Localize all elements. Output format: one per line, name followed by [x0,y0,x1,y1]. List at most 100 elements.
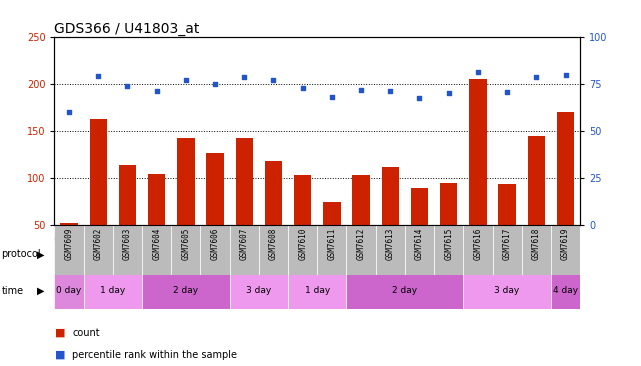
Text: GSM7613: GSM7613 [386,228,395,260]
Point [414,95,424,101]
Text: GSM7619: GSM7619 [561,228,570,260]
Text: GSM7602: GSM7602 [94,228,103,260]
FancyBboxPatch shape [551,273,580,309]
Text: ▶: ▶ [37,249,45,259]
Point [502,89,512,95]
Text: GDS366 / U41803_at: GDS366 / U41803_at [54,22,200,36]
Text: GSM7604: GSM7604 [152,228,161,260]
Point [64,109,74,115]
Text: 1 day: 1 day [100,287,126,295]
Text: GSM7617: GSM7617 [503,228,512,260]
FancyBboxPatch shape [463,225,492,274]
Bar [90,119,107,272]
Bar [323,202,340,272]
FancyBboxPatch shape [551,225,580,274]
Point [269,77,279,83]
Point [239,74,249,80]
FancyBboxPatch shape [84,236,288,273]
Point [473,70,483,75]
Text: 0 day: 0 day [56,287,81,295]
Bar [235,138,253,272]
Text: GSM7611: GSM7611 [328,228,337,260]
Bar [411,188,428,272]
Text: 1 day: 1 day [304,287,330,295]
Point [210,81,221,87]
Text: GSM7616: GSM7616 [474,228,483,260]
FancyBboxPatch shape [142,273,229,309]
Text: breast fed: breast fed [163,250,209,259]
Point [297,86,308,92]
Text: GSM7606: GSM7606 [211,228,220,260]
Bar [148,174,165,272]
Text: ▶: ▶ [37,286,45,296]
FancyBboxPatch shape [259,225,288,274]
Bar [265,161,282,272]
FancyBboxPatch shape [317,225,347,274]
Text: GSM7615: GSM7615 [444,228,453,260]
Point [444,90,454,96]
Point [356,87,366,93]
Text: GSM7612: GSM7612 [356,228,365,260]
Text: 2 day: 2 day [173,287,199,295]
Point [327,94,337,100]
FancyBboxPatch shape [376,225,405,274]
Text: GSM7614: GSM7614 [415,228,424,260]
Text: GSM7607: GSM7607 [240,228,249,260]
FancyBboxPatch shape [54,236,84,273]
Text: 3 day: 3 day [494,287,520,295]
FancyBboxPatch shape [84,273,142,309]
Text: formula fed and hypoxia: formula fed and hypoxia [379,250,490,259]
FancyBboxPatch shape [347,225,376,274]
Text: GSM7608: GSM7608 [269,228,278,260]
Point [151,88,162,94]
FancyBboxPatch shape [288,225,317,274]
Bar [206,153,224,272]
Bar [177,138,195,272]
Point [560,72,570,78]
FancyBboxPatch shape [434,225,463,274]
Text: ■: ■ [54,328,65,338]
Text: protocol: protocol [1,249,41,259]
Bar [381,167,399,272]
Bar [353,175,370,272]
FancyBboxPatch shape [288,273,347,309]
Text: ■: ■ [54,350,65,360]
FancyBboxPatch shape [113,225,142,274]
FancyBboxPatch shape [84,225,113,274]
Bar [60,223,78,272]
FancyBboxPatch shape [54,273,84,309]
FancyBboxPatch shape [171,225,201,274]
Bar [498,184,516,272]
FancyBboxPatch shape [201,225,229,274]
Bar [528,135,545,272]
FancyBboxPatch shape [229,273,288,309]
Text: GSM7603: GSM7603 [123,228,132,260]
FancyBboxPatch shape [229,225,259,274]
FancyBboxPatch shape [347,273,463,309]
Point [531,74,542,80]
FancyBboxPatch shape [492,225,522,274]
Bar [440,183,458,272]
Text: count: count [72,328,100,338]
FancyBboxPatch shape [405,225,434,274]
FancyBboxPatch shape [142,225,171,274]
FancyBboxPatch shape [288,236,580,273]
Bar [294,175,312,272]
Point [385,88,395,94]
FancyBboxPatch shape [463,273,551,309]
Text: 2 day: 2 day [392,287,417,295]
Text: percentile rank within the sample: percentile rank within the sample [72,350,237,360]
FancyBboxPatch shape [54,225,84,274]
Point [181,77,191,83]
Text: control
united
newbo
rn: control united newbo rn [53,235,85,273]
Point [93,73,103,79]
Bar [119,165,137,272]
Text: GSM7605: GSM7605 [181,228,190,260]
FancyBboxPatch shape [522,225,551,274]
Text: time: time [1,286,24,296]
Bar [469,79,487,272]
Text: GSM7618: GSM7618 [532,228,541,260]
Text: GSM7610: GSM7610 [298,228,307,260]
Text: 3 day: 3 day [246,287,272,295]
Bar [557,112,574,272]
